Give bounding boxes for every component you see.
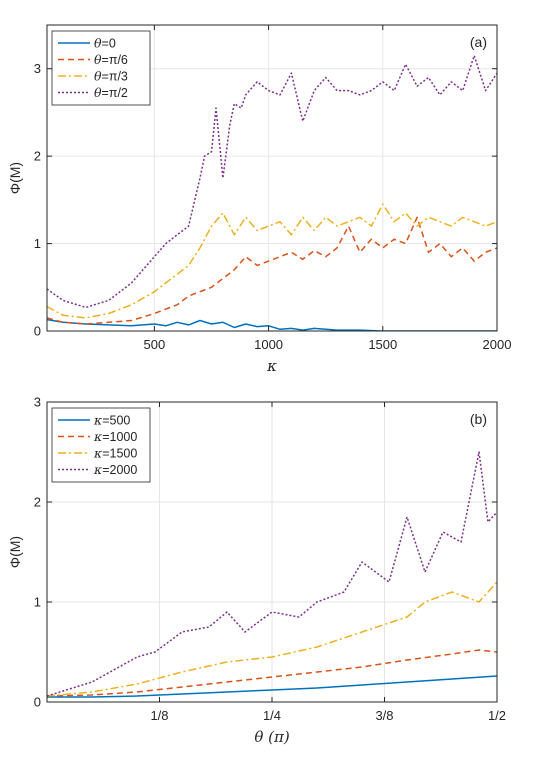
series-line-1: [47, 649, 497, 697]
legend-label-var: κ: [93, 413, 103, 428]
x-tick-label: 1/4: [263, 708, 281, 723]
y-tick-label: 1: [34, 595, 41, 610]
series-line-0: [47, 318, 497, 331]
y-axis-label: Φ(M): [7, 162, 23, 194]
legend-label: θ=0: [94, 36, 116, 51]
legend-label-var: κ: [93, 462, 103, 477]
legend-label-value: =0: [102, 37, 116, 51]
x-tick-label: 1000: [254, 337, 283, 352]
y-axis-label: Φ(M): [7, 536, 23, 568]
legend-label: κ=2000: [93, 462, 137, 477]
legend: θ=0θ=π/6θ=π/3θ=π/2: [51, 30, 151, 106]
y-tick-label: 1: [34, 236, 41, 251]
series-line-2: [47, 581, 497, 697]
y-tick-label: 2: [34, 149, 41, 164]
panel-label: (a): [470, 34, 487, 50]
series-line-3: [47, 54, 497, 309]
x-tick-label: 1500: [368, 337, 397, 352]
panel-a: 500 1000 1500 20000123κΦ(M)(a)θ=0θ=π/6θ=π/3…: [7, 24, 512, 375]
legend-label-var: θ: [94, 52, 102, 67]
y-tick-label: 3: [34, 61, 41, 76]
x-tick-label: 500: [144, 337, 166, 352]
y-tick-label: 0: [34, 695, 41, 710]
panel-label: (b): [470, 411, 487, 427]
y-tick-label: 2: [34, 495, 41, 510]
legend-label: κ=500: [93, 413, 130, 428]
legend-label-var: κ: [93, 429, 103, 444]
series-line-2: [47, 203, 497, 319]
x-axis-label: κ: [266, 357, 277, 375]
legend-label-var: θ: [94, 85, 102, 100]
legend-label-value: =π/3: [102, 70, 128, 84]
x-tick-label: 1/8: [150, 708, 168, 723]
legend-label-var: θ: [94, 36, 102, 51]
legend-label-value: =2000: [102, 463, 137, 477]
legend-label-var: θ: [94, 69, 102, 84]
series-line-1: [47, 216, 497, 325]
legend-label: θ=π/6: [94, 52, 128, 67]
series-line-0: [47, 675, 497, 698]
legend-label-value: =1000: [102, 430, 137, 444]
x-tick-label: 3/8: [375, 708, 393, 723]
axes-box: [46, 24, 498, 332]
legend-label-value: =π/2: [102, 86, 128, 100]
legend-label-var: κ: [93, 446, 103, 461]
x-axis-label: θ (π): [254, 728, 290, 746]
x-tick-label: 1/2: [488, 708, 506, 723]
x-tick-label: 2000: [483, 337, 512, 352]
legend-label-value: =π/6: [102, 53, 128, 67]
y-tick-label: 3: [34, 395, 41, 410]
y-tick-label: 0: [34, 324, 41, 339]
series-line-3: [47, 451, 497, 697]
legend-label: κ=1500: [93, 446, 137, 461]
legend-label: κ=1000: [93, 429, 137, 444]
legend-label-value: =500: [102, 414, 130, 428]
legend-label: θ=π/3: [94, 69, 128, 84]
legend-label: θ=π/2: [94, 85, 128, 100]
legend-label-value: =1500: [102, 447, 137, 461]
